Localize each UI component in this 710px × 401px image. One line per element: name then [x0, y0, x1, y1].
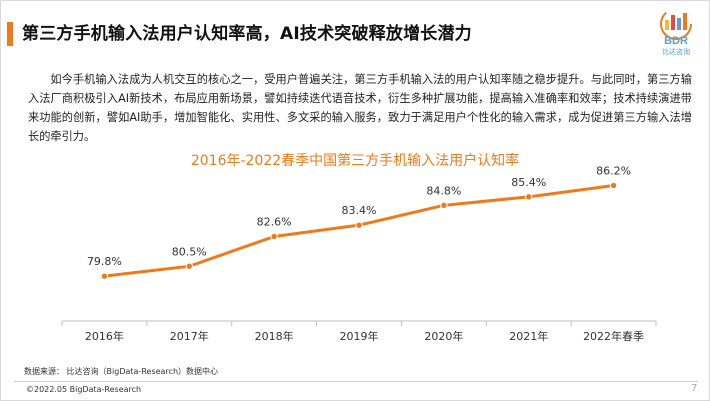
- logo-bar-4: [683, 13, 687, 30]
- data-label: 79.8%: [87, 255, 122, 268]
- x-tick-label: 2018年: [255, 329, 294, 343]
- logo-bar-2: [671, 15, 675, 30]
- data-point: [100, 272, 109, 280]
- data-label: 80.5%: [172, 245, 207, 258]
- intro-paragraph: 如今手机输入法成为人机交互的核心之一，受用户普遍关注，第三方手机输入法的用户认知…: [28, 73, 692, 143]
- logo-ring: [660, 8, 692, 40]
- data-point: [440, 201, 448, 210]
- data-point: [355, 221, 363, 229]
- copyright: ©2022.05 BigData-Research: [26, 385, 142, 394]
- data-label: 82.6%: [257, 216, 292, 229]
- logo-graphic: BDR 比达咨询: [660, 8, 692, 56]
- x-tick-label: 2022年春季: [583, 329, 644, 343]
- data-label: 86.2%: [596, 165, 631, 178]
- x-tick-label: 2016年: [85, 329, 124, 343]
- x-tick-label: 2020年: [424, 329, 463, 343]
- footer-divider: [14, 381, 698, 382]
- series-line: [102, 184, 616, 278]
- x-tick-label: 2019年: [340, 329, 379, 343]
- data-point: [525, 193, 533, 201]
- data-point: [609, 181, 618, 190]
- title-accent-bar: [7, 22, 13, 46]
- chart-title: 2016年-2022春季中国第三方手机输入法用户认知率: [190, 153, 520, 169]
- x-tick-label: 2021年: [509, 329, 548, 343]
- data-point: [185, 262, 193, 270]
- data-source: 数据来源： 比达咨询（BigData-Research）数据中心: [24, 367, 219, 376]
- bdr-logo: BDR 比达咨询: [650, 6, 702, 58]
- data-point: [270, 232, 278, 241]
- logo-text: BDR: [664, 35, 688, 47]
- page-number: 7: [691, 383, 698, 394]
- logo-bar-1: [665, 20, 669, 30]
- data-label: 83.4%: [342, 204, 377, 217]
- logo-subtext: 比达咨询: [662, 47, 690, 56]
- data-label: 84.8%: [426, 184, 461, 197]
- x-tick-label: 2017年: [170, 329, 209, 343]
- logo-bar-3: [677, 18, 681, 30]
- data-label: 85.4%: [511, 176, 546, 189]
- page-title: 第三方手机输入法用户认知率高，AI技术突破释放增长潜力: [22, 24, 472, 44]
